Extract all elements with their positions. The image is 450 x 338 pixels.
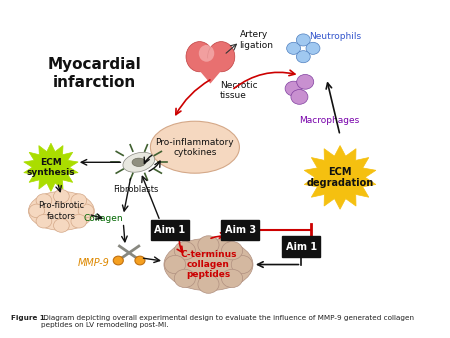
Circle shape (306, 42, 320, 54)
Text: ECM
degradation: ECM degradation (306, 167, 374, 188)
Text: Aim 3: Aim 3 (225, 225, 256, 235)
Polygon shape (24, 143, 78, 191)
Circle shape (29, 204, 45, 218)
Ellipse shape (123, 152, 155, 172)
Circle shape (221, 269, 243, 288)
Text: MMP-9: MMP-9 (78, 258, 110, 268)
Text: Figure 1.: Figure 1. (11, 315, 48, 321)
Circle shape (296, 34, 310, 46)
Text: Fibroblasts: Fibroblasts (113, 185, 159, 194)
Circle shape (135, 256, 145, 265)
Ellipse shape (28, 191, 94, 230)
FancyBboxPatch shape (151, 220, 189, 240)
Text: Neutrophils: Neutrophils (309, 32, 361, 41)
Circle shape (231, 256, 252, 274)
Polygon shape (304, 146, 376, 209)
Text: Pro-fibrotic
factors: Pro-fibrotic factors (38, 201, 85, 221)
Ellipse shape (164, 238, 253, 291)
Text: Pro-inflammatory
cytokines: Pro-inflammatory cytokines (156, 138, 234, 157)
Circle shape (174, 269, 195, 288)
Ellipse shape (186, 42, 213, 72)
Text: Artery
ligation: Artery ligation (239, 30, 274, 50)
Text: Collagen: Collagen (84, 214, 123, 223)
Text: Aim 1: Aim 1 (286, 242, 317, 252)
Circle shape (198, 236, 219, 254)
Circle shape (165, 256, 186, 274)
Text: Macrophages: Macrophages (299, 116, 359, 125)
Circle shape (54, 219, 69, 232)
Circle shape (54, 190, 69, 203)
Circle shape (285, 81, 302, 96)
FancyBboxPatch shape (283, 236, 320, 257)
Circle shape (36, 194, 52, 208)
Circle shape (287, 42, 301, 54)
Circle shape (113, 256, 123, 265)
Circle shape (78, 204, 94, 218)
Circle shape (71, 194, 87, 208)
Circle shape (296, 51, 310, 63)
FancyBboxPatch shape (221, 220, 259, 240)
Text: Aim 1: Aim 1 (154, 225, 185, 235)
Text: Diagram depicting overall experimental design to evaluate the influence of MMP-9: Diagram depicting overall experimental d… (41, 315, 414, 328)
Circle shape (71, 214, 87, 228)
Ellipse shape (208, 42, 235, 72)
Text: C-terminus
collagen
peptides: C-terminus collagen peptides (180, 250, 237, 280)
Text: Myocardial
infarction: Myocardial infarction (47, 57, 141, 90)
Ellipse shape (132, 158, 145, 167)
Text: Necrotic
tissue: Necrotic tissue (220, 80, 258, 100)
Circle shape (221, 242, 243, 260)
Ellipse shape (199, 45, 214, 62)
Text: ECM
synthesis: ECM synthesis (27, 158, 75, 177)
Circle shape (297, 74, 314, 89)
Circle shape (174, 242, 195, 260)
Circle shape (198, 275, 219, 293)
Ellipse shape (150, 121, 239, 173)
Polygon shape (189, 58, 232, 83)
Circle shape (291, 90, 308, 104)
Circle shape (36, 214, 52, 228)
